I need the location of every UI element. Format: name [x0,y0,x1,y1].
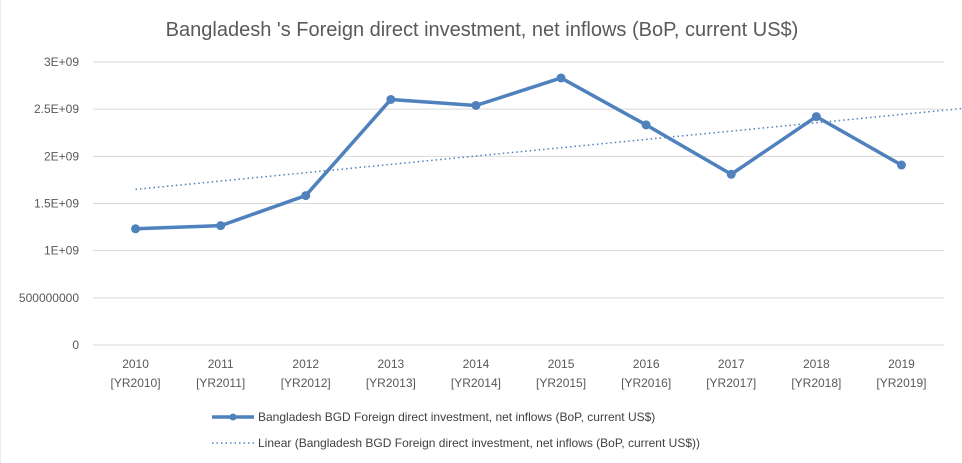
x-tick-label-code: [YR2015] [536,376,586,390]
data-point-marker [896,160,906,170]
legend: Bangladesh BGD Foreign direct investment… [212,410,700,450]
data-point-marker [811,112,821,122]
data-point-marker [471,100,481,110]
x-tick-label-code: [YR2016] [621,376,671,390]
x-tick-label-code: [YR2014] [451,376,501,390]
x-tick-label-year: 2015 [548,357,575,371]
x-tick-label-year: 2010 [122,357,149,371]
x-tick-label-year: 2018 [803,357,830,371]
data-point-marker [726,169,736,179]
legend-series-label: Bangladesh BGD Foreign direct investment… [258,410,655,424]
legend-trendline-label: Linear (Bangladesh BGD Foreign direct in… [258,436,700,450]
x-tick-label-code: [YR2017] [706,376,756,390]
x-tick-label-code: [YR2013] [366,376,416,390]
data-point-marker [131,224,141,234]
x-tick-label-year: 2012 [292,357,319,371]
x-tick-label-year: 2017 [718,357,745,371]
y-tick-label: 1.5E+09 [34,197,79,211]
x-tick-label-year: 2014 [463,357,490,371]
x-tick-label-year: 2019 [888,357,915,371]
data-point-marker [641,120,651,130]
legend-series-marker-swatch [229,413,237,421]
x-tick-label-year: 2011 [208,357,234,371]
data-point-marker [386,94,396,104]
x-tick-label-code: [YR2012] [281,376,331,390]
trendline [135,107,962,191]
x-tick-label-code: [YR2019] [876,376,926,390]
gridlines [93,61,944,346]
y-tick-label: 2E+09 [44,149,79,163]
x-axis-tick-labels: 2010 [YR2010] 2011 [YR2011] 2012 [YR2012] 2013… [111,357,927,390]
y-tick-label: 1E+09 [44,244,79,258]
y-axis-tick-labels: 0 500000000 1E+09 1.5E+09 2E+09 2.5E+09 3E+09 [19,55,79,352]
chart-title: Bangladesh 's Foreign direct investment,… [166,19,799,41]
data-point-marker [216,221,226,231]
y-tick-label: 3E+09 [44,55,79,69]
data-point-marker [556,73,566,83]
x-tick-label-year: 2016 [633,357,660,371]
y-tick-label: 0 [72,338,79,352]
x-tick-label-year: 2013 [377,357,404,371]
data-point-marker [301,191,311,201]
x-tick-label-code: [YR2011] [196,376,245,390]
series-group [131,73,906,234]
x-tick-label-code: [YR2010] [111,376,161,390]
y-tick-label: 500000000 [19,291,79,305]
x-tick-label-code: [YR2018] [791,376,841,390]
trendline-group [135,107,962,191]
y-tick-label: 2.5E+09 [34,102,79,116]
series-line [133,76,904,231]
